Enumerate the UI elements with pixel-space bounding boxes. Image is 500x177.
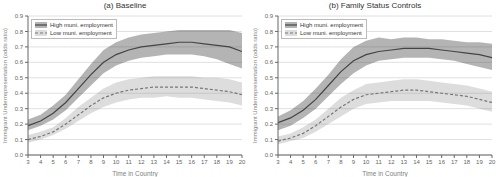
svg-text:15: 15 (176, 159, 183, 165)
svg-text:Time in Country: Time in Country (362, 170, 408, 177)
svg-text:7: 7 (77, 159, 81, 165)
svg-text:0.4: 0.4 (265, 90, 274, 96)
svg-text:0.3: 0.3 (15, 106, 24, 112)
svg-text:3: 3 (276, 159, 280, 165)
svg-text:19: 19 (476, 159, 483, 165)
svg-text:9: 9 (102, 159, 106, 165)
svg-text:10: 10 (113, 159, 120, 165)
svg-text:0.0: 0.0 (265, 152, 274, 158)
svg-text:17: 17 (201, 159, 208, 165)
html-text:(b) Family Status Controls: (b) Family Status Controls (328, 1, 422, 10)
svg-text:15: 15 (426, 159, 433, 165)
svg-text:8: 8 (89, 159, 93, 165)
svg-text:14: 14 (413, 159, 420, 165)
svg-text:8: 8 (339, 159, 343, 165)
html-text:Low muni. employment: Low muni. employment (50, 30, 112, 36)
svg-text:6: 6 (314, 159, 318, 165)
svg-text:16: 16 (438, 159, 445, 165)
svg-text:5: 5 (52, 159, 56, 165)
svg-text:0.5: 0.5 (15, 75, 24, 81)
svg-text:5: 5 (302, 159, 306, 165)
svg-text:0.1: 0.1 (15, 137, 24, 143)
svg-text:19: 19 (226, 159, 233, 165)
svg-text:0.6: 0.6 (15, 59, 24, 65)
svg-text:0.2: 0.2 (15, 121, 24, 127)
svg-text:13: 13 (401, 159, 408, 165)
html-text:High muni. employment: High muni. employment (300, 22, 363, 28)
svg-text:13: 13 (151, 159, 158, 165)
svg-text:0.7: 0.7 (15, 44, 24, 50)
svg-text:0.7: 0.7 (265, 44, 274, 50)
svg-text:6: 6 (64, 159, 68, 165)
svg-text:3: 3 (26, 159, 30, 165)
svg-text:0.4: 0.4 (15, 90, 24, 96)
svg-text:12: 12 (388, 159, 395, 165)
svg-text:12: 12 (138, 159, 145, 165)
svg-text:Immigrant Underrepresentation: Immigrant Underrepresentation (odds rati… (2, 28, 8, 143)
svg-text:20: 20 (489, 159, 496, 165)
html-text:Low muni. employment: Low muni. employment (300, 30, 362, 36)
svg-text:4: 4 (289, 159, 293, 165)
html-text:High muni. employment: High muni. employment (50, 22, 113, 28)
svg-text:14: 14 (163, 159, 170, 165)
svg-text:Time in Country: Time in Country (112, 170, 158, 177)
svg-text:10: 10 (363, 159, 370, 165)
svg-text:20: 20 (239, 159, 246, 165)
svg-text:0.9: 0.9 (265, 13, 274, 19)
svg-text:0.3: 0.3 (265, 106, 274, 112)
svg-text:0.8: 0.8 (15, 29, 24, 35)
svg-text:11: 11 (376, 159, 383, 165)
svg-text:9: 9 (352, 159, 356, 165)
svg-text:11: 11 (126, 159, 133, 165)
html-text:(a) Baseline: (a) Baseline (103, 1, 147, 10)
svg-text:0.8: 0.8 (265, 29, 274, 35)
svg-text:0.1: 0.1 (265, 137, 274, 143)
svg-text:0.5: 0.5 (265, 75, 274, 81)
svg-text:0.0: 0.0 (15, 152, 24, 158)
svg-text:0.9: 0.9 (15, 13, 24, 19)
svg-text:0.6: 0.6 (265, 59, 274, 65)
svg-text:16: 16 (188, 159, 195, 165)
svg-text:Immigrant Underrepresentation: Immigrant Underrepresentation (odds rati… (252, 28, 258, 143)
svg-text:18: 18 (213, 159, 220, 165)
svg-text:18: 18 (463, 159, 470, 165)
svg-text:7: 7 (327, 159, 331, 165)
svg-text:0.2: 0.2 (265, 121, 274, 127)
svg-text:17: 17 (451, 159, 458, 165)
svg-text:4: 4 (39, 159, 43, 165)
